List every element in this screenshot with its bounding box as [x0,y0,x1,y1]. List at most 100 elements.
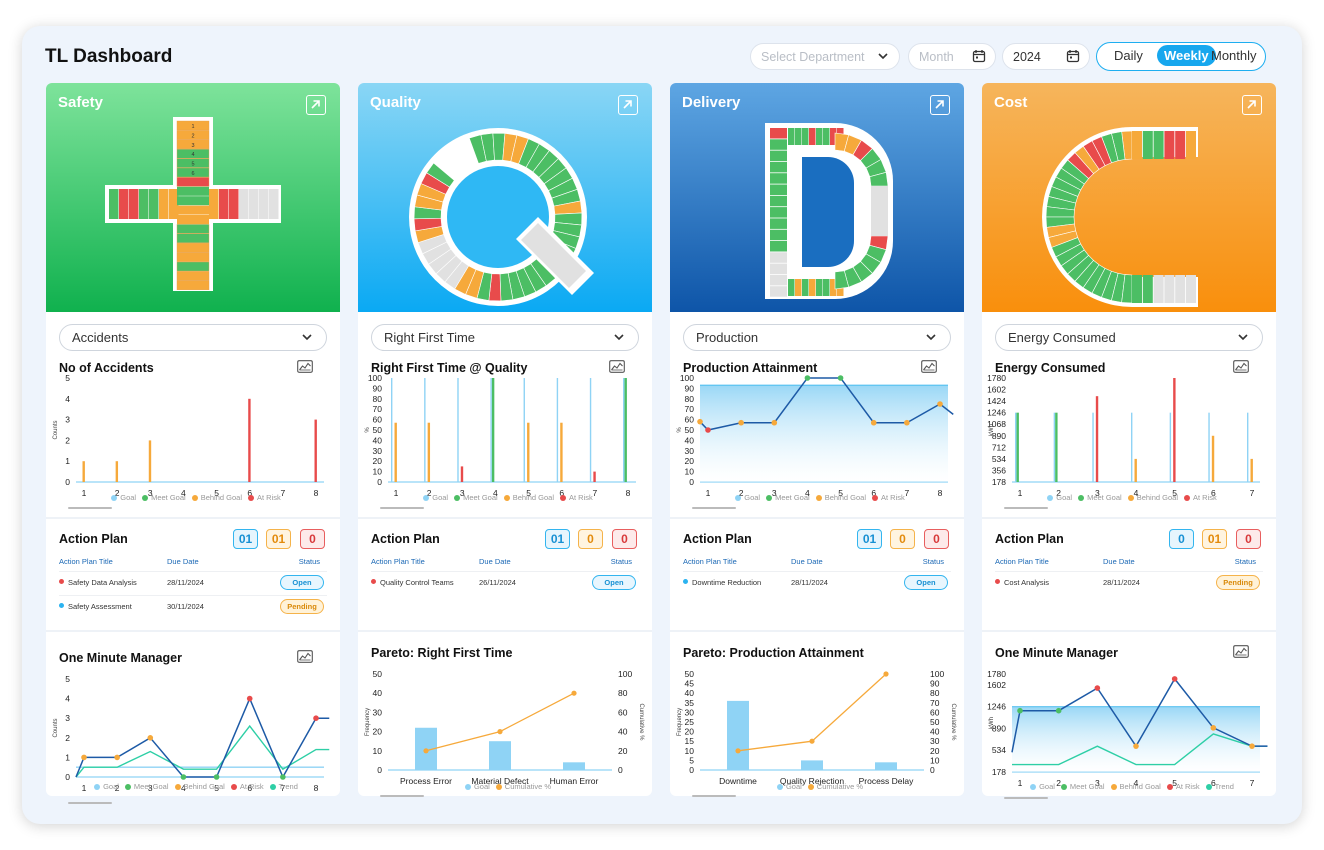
legend-label[interactable]: At Risk [1175,782,1200,791]
data-point[interactable] [738,419,744,426]
scrollbar[interactable] [692,795,736,797]
scrollbar[interactable] [1004,507,1048,509]
metric-dropdown[interactable]: Accidents [59,324,327,351]
chart-type-icon[interactable] [297,650,313,663]
data-point[interactable] [904,419,910,426]
legend-label[interactable]: Behind Goal [200,493,242,502]
pending-count-badge[interactable]: 0 [578,529,603,549]
legend-label[interactable]: Meet Goal [133,782,169,791]
data-point[interactable] [1210,725,1217,731]
legend-label[interactable]: At Risk [880,493,905,502]
scrollbar[interactable] [380,795,424,797]
action-plan-row[interactable]: Quality Control Teams 26/11/2024 Open [369,571,639,593]
status-badge[interactable]: Open [280,575,324,590]
pareto-bar[interactable] [489,741,511,770]
open-count-badge[interactable]: 01 [233,529,258,549]
bar[interactable] [1131,412,1133,482]
cumulative-point[interactable] [809,738,815,744]
kpi-tile-safety[interactable]: 1 2 3 4 5 6 Safety [46,83,340,312]
legend-label[interactable]: Cumulative % [504,782,552,791]
legend-label[interactable]: Behind Goal [1136,493,1178,502]
legend-label[interactable]: Cumulative % [816,782,864,791]
chart-type-icon[interactable] [609,360,625,373]
metric-dropdown[interactable]: Right First Time [371,324,639,351]
pareto-bar[interactable] [875,762,897,770]
cumulative-point[interactable] [571,690,577,696]
bar[interactable] [624,378,627,482]
data-point[interactable] [1055,707,1062,714]
bar[interactable] [623,378,625,482]
data-point[interactable] [114,754,120,761]
expand-button[interactable] [930,95,950,115]
bar[interactable] [589,378,592,482]
status-badge[interactable]: Pending [1216,575,1260,590]
scrollbar[interactable] [1004,797,1048,799]
bar[interactable] [314,419,317,482]
status-badge[interactable]: Open [904,575,948,590]
period-weekly[interactable]: Weekly [1157,45,1216,66]
status-badge[interactable]: Open [592,575,636,590]
overdue-count-badge[interactable]: 0 [300,529,325,549]
data-point[interactable] [313,715,319,721]
overdue-count-badge[interactable]: 0 [612,529,637,549]
department-select[interactable]: Select Department [750,43,900,70]
overdue-count-badge[interactable]: 0 [924,529,949,549]
data-point[interactable] [81,754,87,761]
legend-label[interactable]: Goal [1056,493,1073,502]
bar[interactable] [1092,412,1094,482]
legend-label[interactable]: Goal [120,493,137,502]
metric-dropdown[interactable]: Energy Consumed [995,324,1263,351]
data-point[interactable] [804,375,811,381]
bar[interactable] [148,440,152,482]
bar[interactable] [1247,412,1249,482]
data-point[interactable] [837,375,844,381]
chart-type-icon[interactable] [921,360,937,373]
pareto-bar[interactable] [563,762,585,770]
data-point[interactable] [1133,743,1139,749]
open-count-badge[interactable]: 0 [1169,529,1194,549]
legend-label[interactable]: Goal [432,493,449,502]
bar[interactable] [1134,458,1137,482]
cumulative-point[interactable] [883,671,889,677]
bar[interactable] [556,378,559,482]
legend-label[interactable]: At Risk [1192,493,1217,502]
bar[interactable] [1095,396,1099,482]
open-count-badge[interactable]: 01 [857,529,882,549]
legend-label[interactable]: Goal [744,493,761,502]
data-point[interactable] [870,419,877,426]
scrollbar[interactable] [380,507,424,509]
data-point[interactable] [1171,676,1178,682]
chart-type-icon[interactable] [1233,645,1249,658]
legend-label[interactable]: Meet Goal [1087,493,1122,502]
bar[interactable] [490,378,492,482]
bar[interactable] [424,378,426,482]
expand-button[interactable] [1242,95,1262,115]
pareto-bar[interactable] [801,760,823,770]
data-point[interactable] [697,418,703,425]
open-count-badge[interactable]: 01 [545,529,570,549]
bar[interactable] [560,422,563,482]
pending-count-badge[interactable]: 0 [890,529,915,549]
legend-label[interactable]: Meet Goal [463,493,498,502]
bar[interactable] [527,422,530,482]
overdue-count-badge[interactable]: 0 [1236,529,1261,549]
pending-count-badge[interactable]: 01 [1202,529,1227,549]
bar[interactable] [1169,412,1172,482]
bar[interactable] [1055,412,1058,482]
data-point[interactable] [246,695,253,702]
bar[interactable] [248,398,251,482]
legend-label[interactable]: Trend [1214,782,1234,791]
bar[interactable] [391,378,393,482]
month-picker[interactable]: Month [908,43,996,70]
data-point[interactable] [937,401,943,407]
bar[interactable] [1173,378,1176,482]
bar[interactable] [427,422,431,482]
legend-label[interactable]: Behind Goal [183,782,225,791]
legend-label[interactable]: Meet Goal [775,493,810,502]
scrollbar[interactable] [692,507,736,509]
bar[interactable] [523,378,525,482]
data-point[interactable] [1017,707,1023,714]
bar[interactable] [593,471,596,482]
pareto-bar[interactable] [727,700,749,770]
legend-label[interactable]: Goal [473,782,490,791]
